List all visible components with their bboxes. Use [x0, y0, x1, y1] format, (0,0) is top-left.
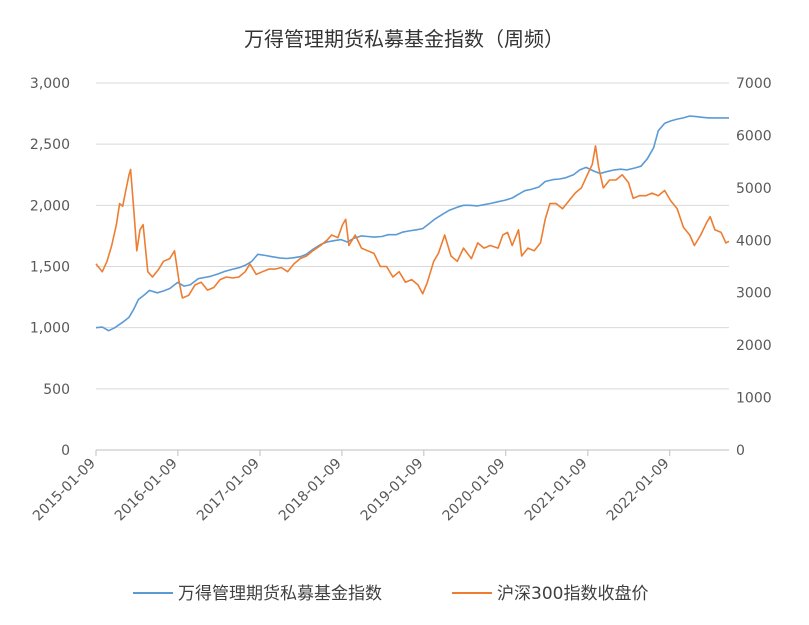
legend-label-csi300: 沪深300指数收盘价: [497, 584, 648, 604]
x-tick-label: 2022-01-09: [604, 456, 673, 525]
series-line-csi300: [95, 145, 730, 299]
legend: 万得管理期货私募基金指数 沪深300指数收盘价: [133, 584, 648, 604]
right-tick-label: 7000: [736, 76, 772, 92]
right-tick-label: 0: [736, 443, 745, 459]
x-tick-label: 2016-01-09: [112, 456, 181, 525]
left-tick-label: 1,000: [30, 321, 70, 337]
left-y-axis: 0 500 1,000 1,500 2,000 2,500 3,000: [30, 76, 70, 459]
x-tick-label: 2021-01-09: [522, 456, 591, 525]
x-tick-label: 2018-01-09: [276, 456, 345, 525]
right-tick-label: 5000: [736, 181, 772, 197]
x-tick-label: 2015-01-09: [30, 456, 99, 525]
series-lines: [95, 115, 730, 332]
right-tick-label: 1000: [736, 391, 772, 407]
right-tick-label: 2000: [736, 338, 772, 354]
left-tick-label: 2,000: [30, 198, 70, 214]
left-tick-label: 3,000: [30, 76, 70, 92]
x-tick-label: 2019-01-09: [358, 456, 427, 525]
x-axis: 2015-01-09 2016-01-09 2017-01-09 2018-01-09…: [30, 450, 673, 524]
left-tick-label: 500: [43, 382, 70, 398]
left-tick-label: 1,500: [30, 260, 70, 276]
left-tick-label: 2,500: [30, 137, 70, 153]
right-tick-label: 6000: [736, 128, 772, 144]
chart-title: 万得管理期货私募基金指数（周频）: [244, 27, 564, 51]
gridlines: [96, 82, 729, 451]
series-line-fund-index: [95, 115, 729, 332]
right-y-axis: 0 1000 2000 3000 4000 5000 6000 7000: [736, 76, 772, 459]
right-tick-label: 3000: [736, 286, 772, 302]
x-tick-label: 2017-01-09: [194, 456, 263, 525]
left-tick-label: 0: [61, 443, 70, 459]
right-tick-label: 4000: [736, 233, 772, 249]
legend-label-fund-index: 万得管理期货私募基金指数: [178, 584, 382, 604]
x-tick-label: 2020-01-09: [440, 456, 509, 525]
